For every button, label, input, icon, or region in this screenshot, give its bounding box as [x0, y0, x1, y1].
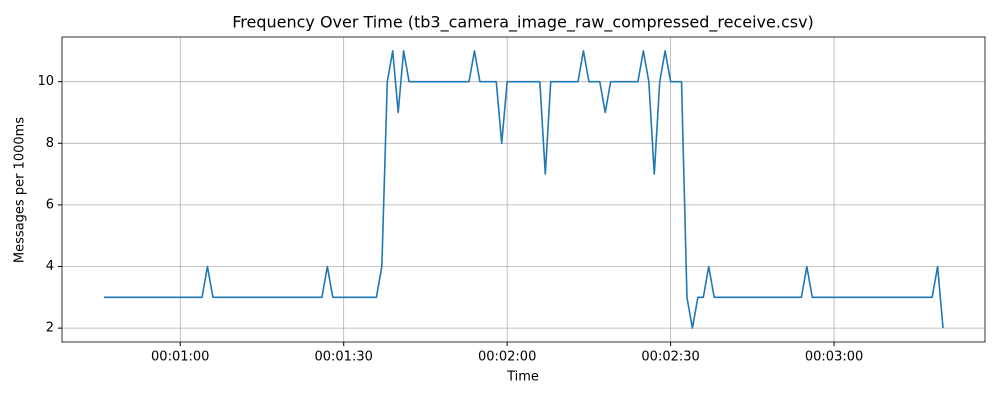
- x-tick-label: 00:01:00: [151, 350, 209, 365]
- y-axis-label: Messages per 1000ms: [13, 117, 28, 263]
- plot-frame: [61, 36, 986, 343]
- x-tick-label: 00:03:00: [805, 350, 863, 365]
- y-tick-label: 10: [37, 74, 54, 89]
- x-tick-label: 00:01:30: [314, 350, 372, 365]
- x-tick-label: 00:02:00: [478, 350, 536, 365]
- y-tick-label: 6: [46, 197, 54, 212]
- x-tick-label: 00:02:30: [641, 350, 699, 365]
- y-tick-label: 2: [46, 321, 54, 336]
- chart-title: Frequency Over Time (tb3_camera_image_ra…: [232, 13, 814, 33]
- y-tick-label: 8: [46, 136, 54, 151]
- data-line: [103, 50, 944, 329]
- y-tick-label: 4: [46, 259, 54, 274]
- x-axis-label: Time: [506, 370, 539, 385]
